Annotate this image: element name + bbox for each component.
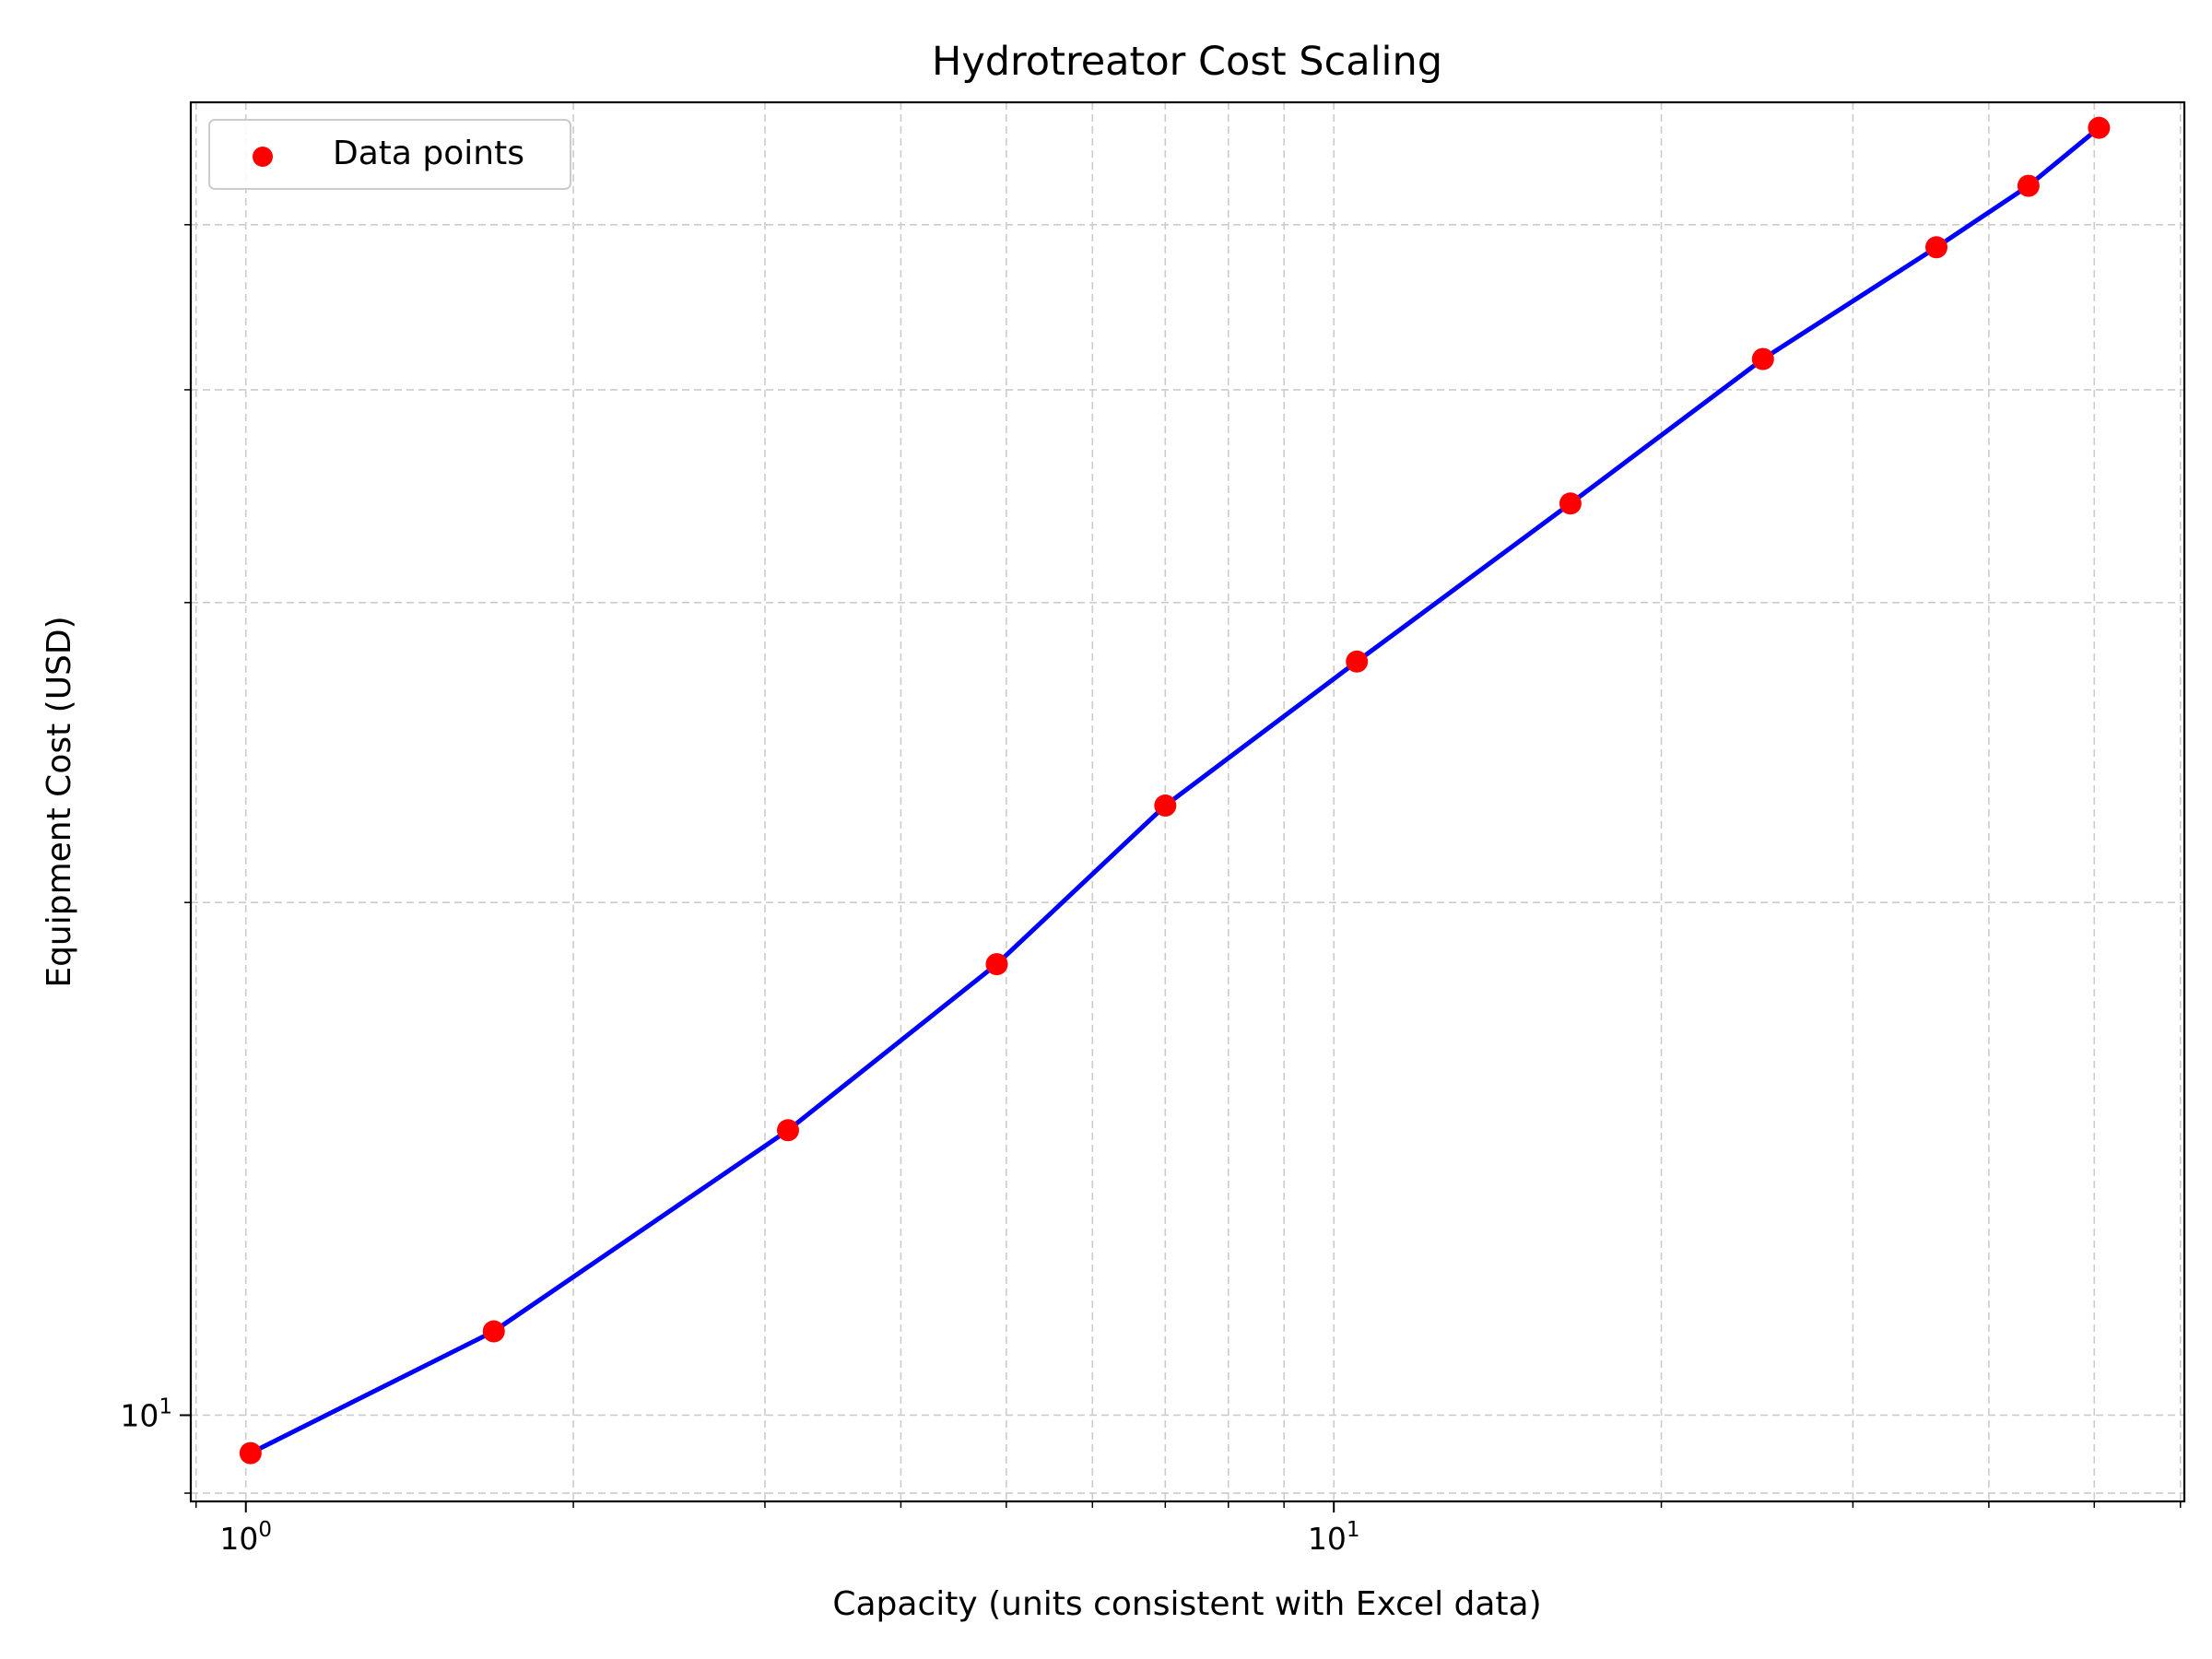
x-tick-label: 101 (1308, 1518, 1360, 1557)
ticks: 100 101 101 (120, 224, 2182, 1557)
x-tick-label: 100 (219, 1518, 272, 1557)
chart-title: Hydrotreator Cost Scaling (932, 39, 1442, 85)
data-point (239, 1441, 262, 1465)
data-point (776, 1119, 799, 1142)
y-axis-label: Equipment Cost (USD) (41, 616, 78, 987)
data-point (1751, 347, 1774, 371)
y-tick-label: 101 (120, 1394, 172, 1433)
data-point (482, 1320, 505, 1343)
legend-marker (253, 147, 273, 167)
grid (191, 102, 2184, 1501)
data-point (1925, 236, 1948, 259)
data-point (1559, 492, 1582, 515)
data-point (1346, 650, 1369, 673)
plot-frame (189, 100, 2186, 1503)
legend-entry: Data points (333, 135, 524, 172)
data-point (2017, 174, 2040, 197)
data-point (2088, 116, 2111, 139)
fit-line (248, 125, 2101, 1456)
legend-box (208, 119, 571, 190)
data-point (1154, 794, 1177, 818)
data-points-layer (239, 116, 2111, 1465)
fit-line-layer (248, 125, 2101, 1456)
data-point (985, 953, 1008, 976)
legend: Data points (208, 119, 571, 190)
x-axis-label: Capacity (units consistent with Excel da… (832, 1585, 1541, 1623)
